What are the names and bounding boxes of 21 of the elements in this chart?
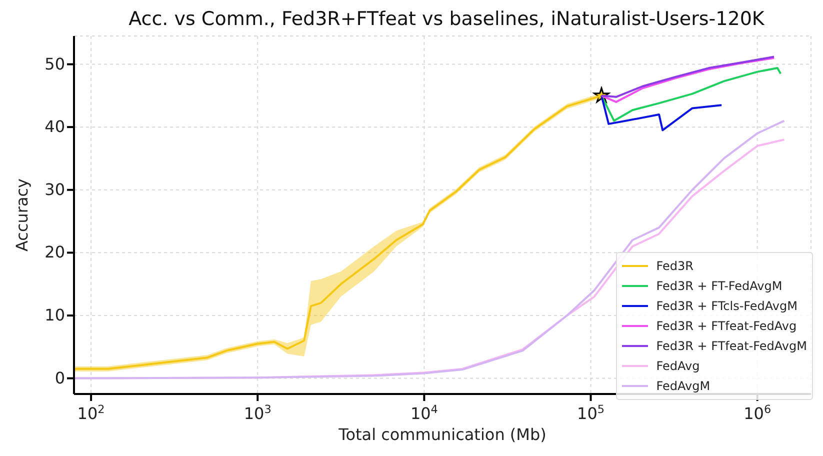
x-tick-label: 10$^{4}$ bbox=[410, 402, 438, 423]
x-tick-label: 10$^{6}$ bbox=[744, 402, 772, 423]
legend-label: FedAvgM bbox=[656, 379, 710, 393]
legend-label: FedAvg bbox=[656, 359, 700, 373]
x-axis-title: Total communication (Mb) bbox=[338, 425, 546, 444]
x-tick-label: 10$^{3}$ bbox=[244, 402, 272, 423]
chart-title: Acc. vs Comm., Fed3R+FTfeat vs baselines, iNaturalist-Users-120K bbox=[128, 8, 766, 30]
legend-label: Fed3R + FTfeat-FedAvgM bbox=[656, 339, 807, 353]
y-axis-title: Accuracy bbox=[12, 178, 32, 252]
y-tick-label: 0 bbox=[54, 368, 65, 388]
legend-label: Fed3R + FT-FedAvgM bbox=[656, 279, 782, 293]
y-tick-label: 30 bbox=[44, 180, 65, 199]
x-tick-label: 10$^{5}$ bbox=[577, 402, 604, 423]
y-tick-label: 10 bbox=[44, 305, 65, 324]
y-tick-label: 40 bbox=[44, 117, 65, 136]
y-tick-label: 50 bbox=[44, 54, 65, 74]
legend-label: Fed3R bbox=[656, 259, 694, 273]
y-tick-label: 20 bbox=[44, 242, 65, 262]
legend-label: Fed3R + FTcls-FedAvgM bbox=[656, 299, 798, 313]
x-tick-label: 10$^{2}$ bbox=[77, 402, 105, 423]
legend-label: Fed3R + FTfeat-FedAvg bbox=[656, 319, 797, 333]
